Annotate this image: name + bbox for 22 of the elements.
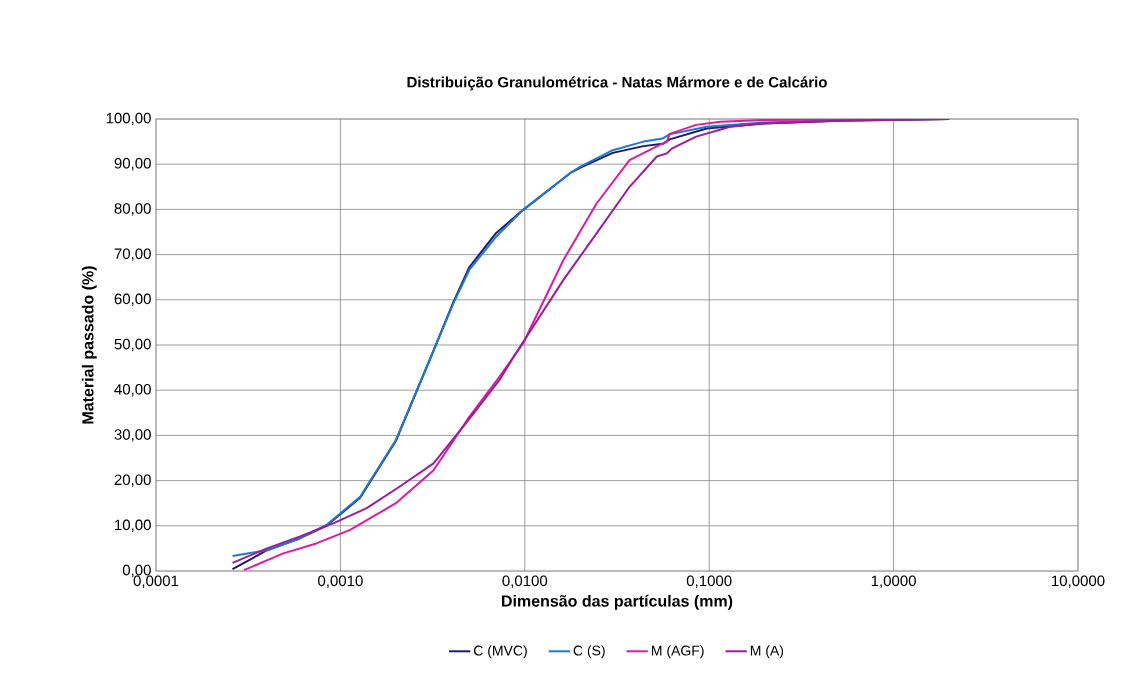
y-tick-label: 20,00: [114, 474, 151, 487]
x-tick-label: 0,1000: [686, 575, 732, 588]
y-tick-label: 60,00: [114, 293, 151, 306]
x-axis-title: Dimensão das partículas (mm): [502, 594, 733, 610]
y-tick-label: 50,00: [114, 338, 151, 352]
x-tick-label: 1,0000: [871, 575, 916, 588]
y-tick-label: 40,00: [114, 384, 151, 397]
chart-title: Distribuição Granulométrica - Natas Mármore e de Calcário: [407, 76, 827, 91]
y-tick-label: 10,00: [115, 519, 151, 532]
legend-label: C (MVC): [474, 645, 527, 659]
x-tick-label: 0,0100: [502, 575, 548, 588]
y-axis-title: Material passado (%): [81, 266, 97, 424]
y-tick-label: 30,00: [114, 429, 151, 442]
x-tick-label: 0,0010: [318, 575, 363, 588]
x-tick-label: 10,0000: [1052, 575, 1105, 588]
legend-label: M (AGF): [652, 645, 704, 659]
legend-label: C (S): [573, 645, 605, 659]
y-tick-label: 90,00: [114, 158, 151, 171]
y-tick-label: 80,00: [114, 203, 151, 216]
y-tick-label: 100,00: [106, 112, 151, 126]
legend-label: M (A): [750, 645, 784, 659]
y-tick-label: 70,00: [114, 248, 151, 261]
